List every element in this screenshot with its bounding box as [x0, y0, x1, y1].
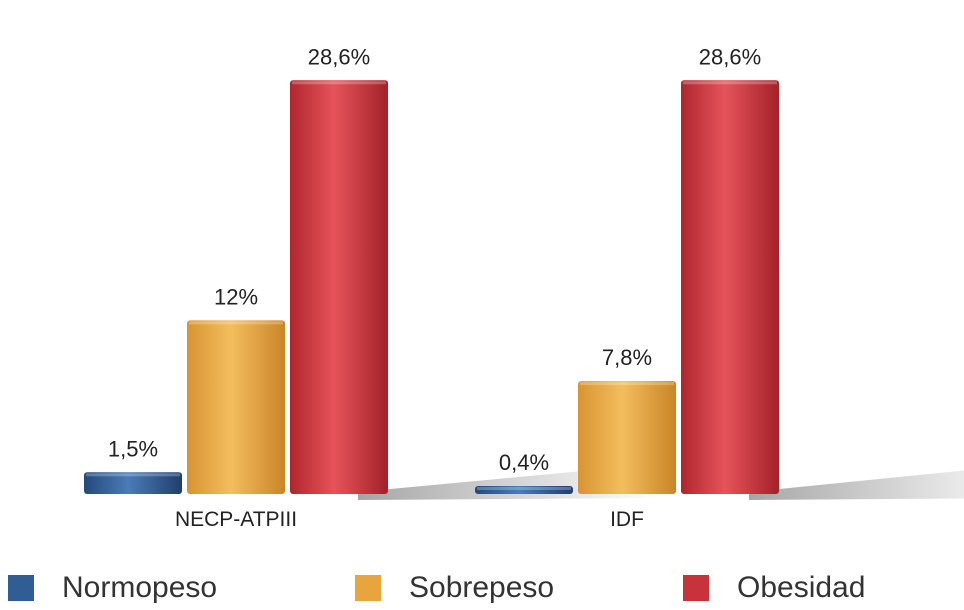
bar-shadow [749, 470, 964, 500]
data-label: 28,6% [699, 44, 761, 69]
chart-legend: Normopeso Sobrepeso Obesidad [0, 566, 964, 610]
bar-top-highlight [86, 473, 180, 477]
bar-top-highlight [683, 81, 777, 85]
legend-label: Normopeso [62, 571, 218, 604]
bar-top-highlight [292, 81, 386, 85]
bar-sobrepeso-idf [578, 381, 676, 494]
legend-label: Sobrepeso [409, 571, 555, 604]
bar-top-highlight [189, 321, 283, 325]
bar-obesidad-idf [681, 80, 779, 495]
data-label: 0,4% [499, 450, 549, 475]
bar-normopeso-idf [475, 486, 573, 494]
data-label: 1,5% [108, 436, 158, 461]
legend-item-obesidad: Obesidad [683, 566, 865, 610]
bar-sobrepeso-necp-atpiii [187, 320, 285, 494]
bar-top-highlight [477, 487, 571, 490]
legend-item-normopeso: Normopeso [8, 566, 217, 610]
legend-item-sobrepeso: Sobrepeso [355, 566, 554, 610]
data-label: 12% [214, 284, 258, 309]
legend-swatch [8, 575, 34, 601]
bar-normopeso-necp-atpiii [84, 472, 182, 494]
bar-obesidad-necp-atpiii [290, 80, 388, 495]
data-label: 7,8% [602, 345, 652, 370]
legend-swatch [355, 575, 381, 601]
legend-label: Obesidad [737, 571, 866, 604]
bar-top-highlight [580, 382, 674, 386]
category-label: NECP-ATPIII [175, 508, 297, 531]
category-label: IDF [610, 508, 644, 531]
data-label: 28,6% [308, 44, 370, 69]
legend-swatch [683, 575, 709, 601]
